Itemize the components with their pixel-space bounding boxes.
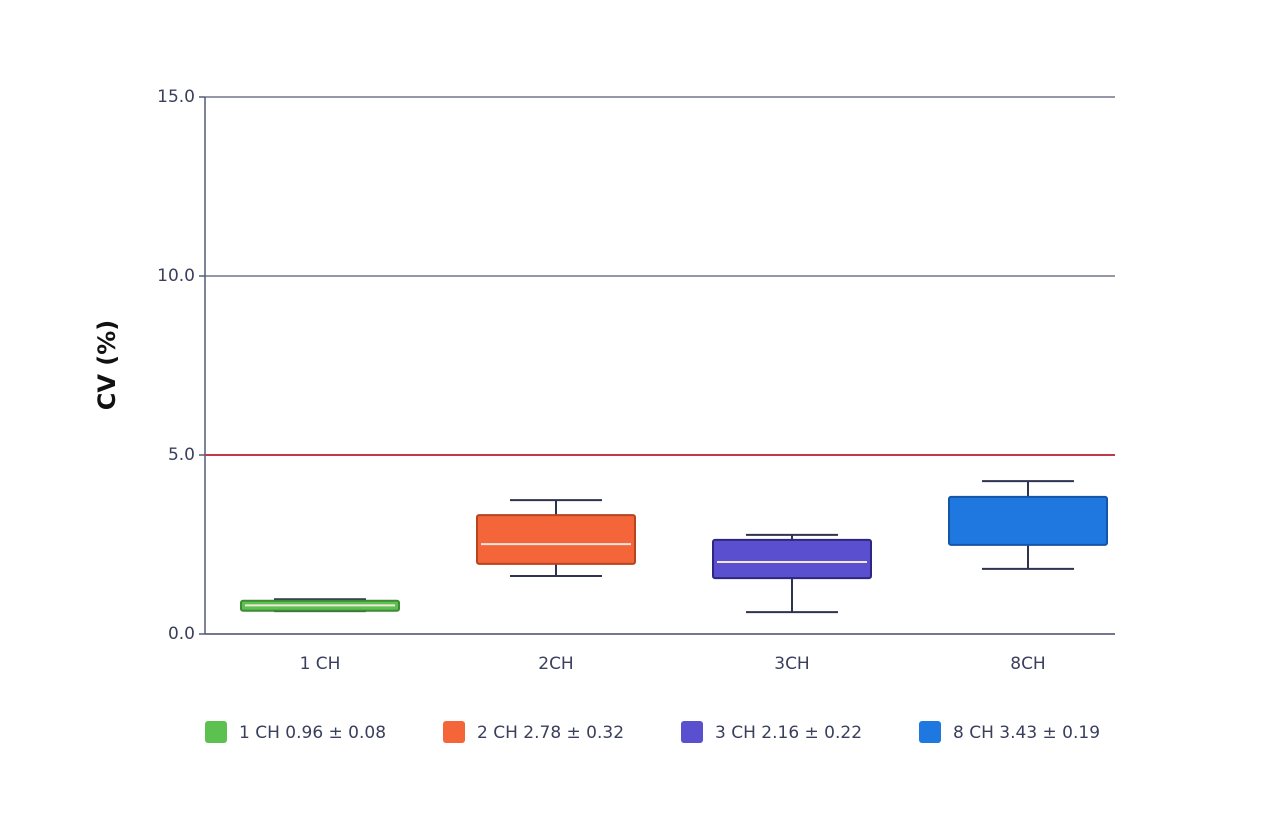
x-tick-label: 3CH xyxy=(774,654,809,674)
y-tick-label: 15.0 xyxy=(157,87,195,107)
legend-swatch xyxy=(205,721,227,743)
legend-label: 2 CH 2.78 ± 0.32 xyxy=(477,723,624,743)
legend-swatch xyxy=(919,721,941,743)
y-tick-label: 5.0 xyxy=(168,445,195,465)
x-tick-label: 8CH xyxy=(1010,654,1045,674)
box xyxy=(948,495,1108,546)
legend-swatch xyxy=(443,721,465,743)
legend-label: 8 CH 3.43 ± 0.19 xyxy=(953,723,1100,743)
legend-swatch xyxy=(681,721,703,743)
legend-label: 3 CH 2.16 ± 0.22 xyxy=(715,723,862,743)
legend-label: 1 CH 0.96 ± 0.08 xyxy=(239,723,386,743)
x-tick-label: 1 CH xyxy=(300,654,341,674)
x-tick-label: 2CH xyxy=(538,654,573,674)
y-tick-label: 10.0 xyxy=(157,266,195,286)
y-axis-label: CV (%) xyxy=(93,320,121,411)
y-tick-label: 0.0 xyxy=(168,624,195,644)
box xyxy=(476,514,636,565)
box xyxy=(712,538,872,580)
